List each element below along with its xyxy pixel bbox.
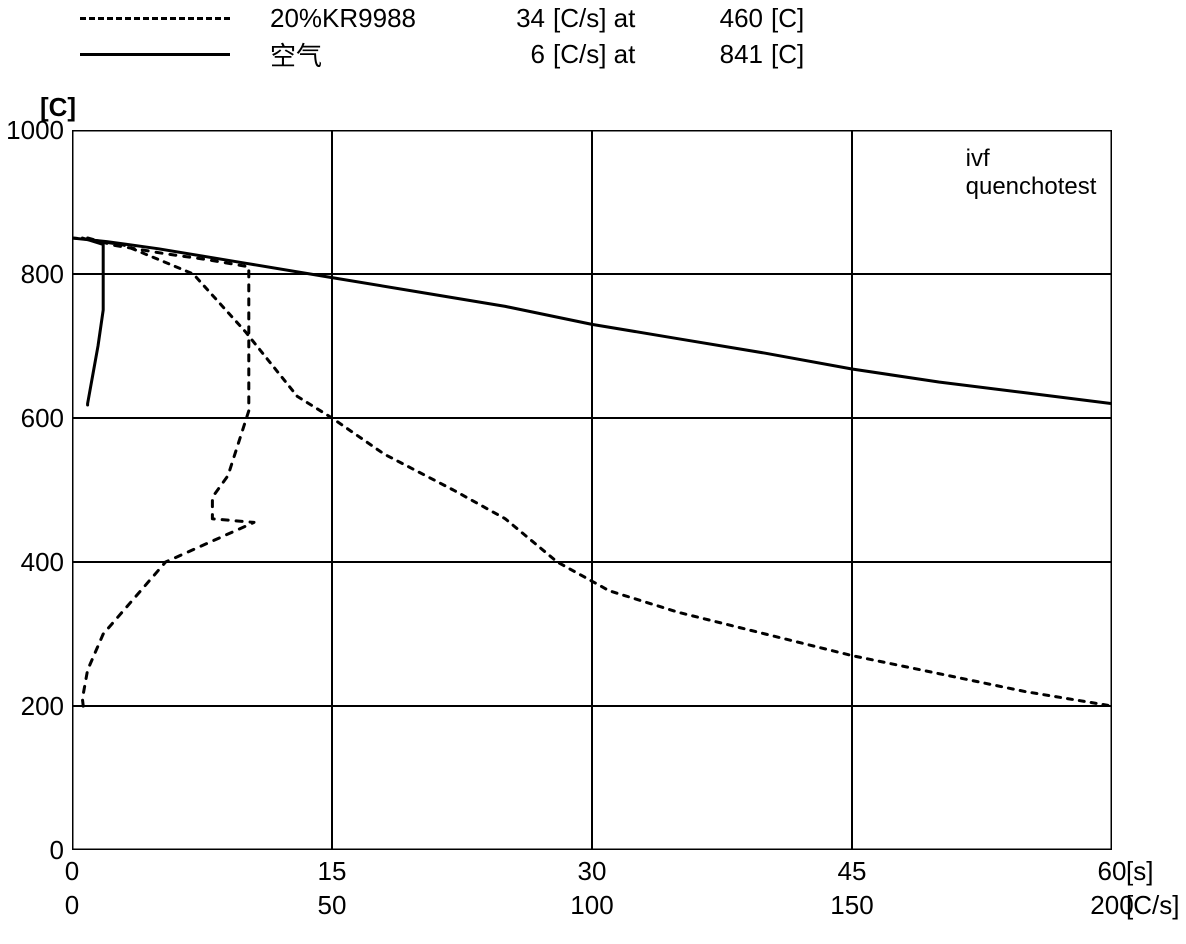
x-tick-rate-label: 50 [318, 890, 347, 921]
dashed-line-icon [80, 17, 230, 20]
legend-swatch-air [80, 39, 230, 69]
y-tick-label: 0 [4, 835, 64, 866]
x-axis-rate-unit-label: [C/s] [1126, 890, 1179, 921]
legend-temp-air: 841 [673, 39, 763, 70]
x-tick-seconds-label: 45 [838, 856, 867, 887]
legend-label-kr: 20%KR9988 [230, 3, 490, 34]
legend-temp-kr: 460 [673, 3, 763, 34]
legend-units2-air: [C] [763, 39, 804, 70]
legend-row-air: 空气 6 [C/s] at 841 [C] [80, 36, 804, 72]
y-tick-label: 600 [4, 403, 64, 434]
x-tick-rate-label: 150 [830, 890, 873, 921]
legend-units1-air: [C/s] at [545, 39, 673, 70]
legend-units2-kr: [C] [763, 3, 804, 34]
x-tick-seconds-label: 0 [65, 856, 79, 887]
plot-area [72, 130, 1112, 850]
legend-row-kr: 20%KR9988 34 [C/s] at 460 [C] [80, 0, 804, 36]
y-tick-label: 400 [4, 547, 64, 578]
legend: 20%KR9988 34 [C/s] at 460 [C] 空气 6 [C/s]… [80, 0, 804, 72]
y-tick-label: 200 [4, 691, 64, 722]
annotation-label: ivf quenchotest [966, 145, 1097, 201]
x-tick-rate-label: 0 [65, 890, 79, 921]
legend-units1-kr: [C/s] at [545, 3, 673, 34]
y-tick-label: 1000 [4, 115, 64, 146]
x-tick-seconds-label: 15 [318, 856, 347, 887]
legend-rate-kr: 34 [490, 3, 545, 34]
legend-label-air: 空气 [230, 36, 490, 73]
x-tick-seconds-label: 30 [578, 856, 607, 887]
legend-rate-air: 6 [490, 39, 545, 70]
legend-swatch-kr [80, 3, 230, 33]
x-axis-seconds-unit-label: [s] [1126, 856, 1153, 887]
figure-root: 20%KR9988 34 [C/s] at 460 [C] 空气 6 [C/s]… [0, 0, 1186, 944]
x-tick-seconds-label: 60 [1098, 856, 1127, 887]
x-tick-rate-label: 100 [570, 890, 613, 921]
solid-line-icon [80, 53, 230, 56]
y-tick-label: 800 [4, 259, 64, 290]
